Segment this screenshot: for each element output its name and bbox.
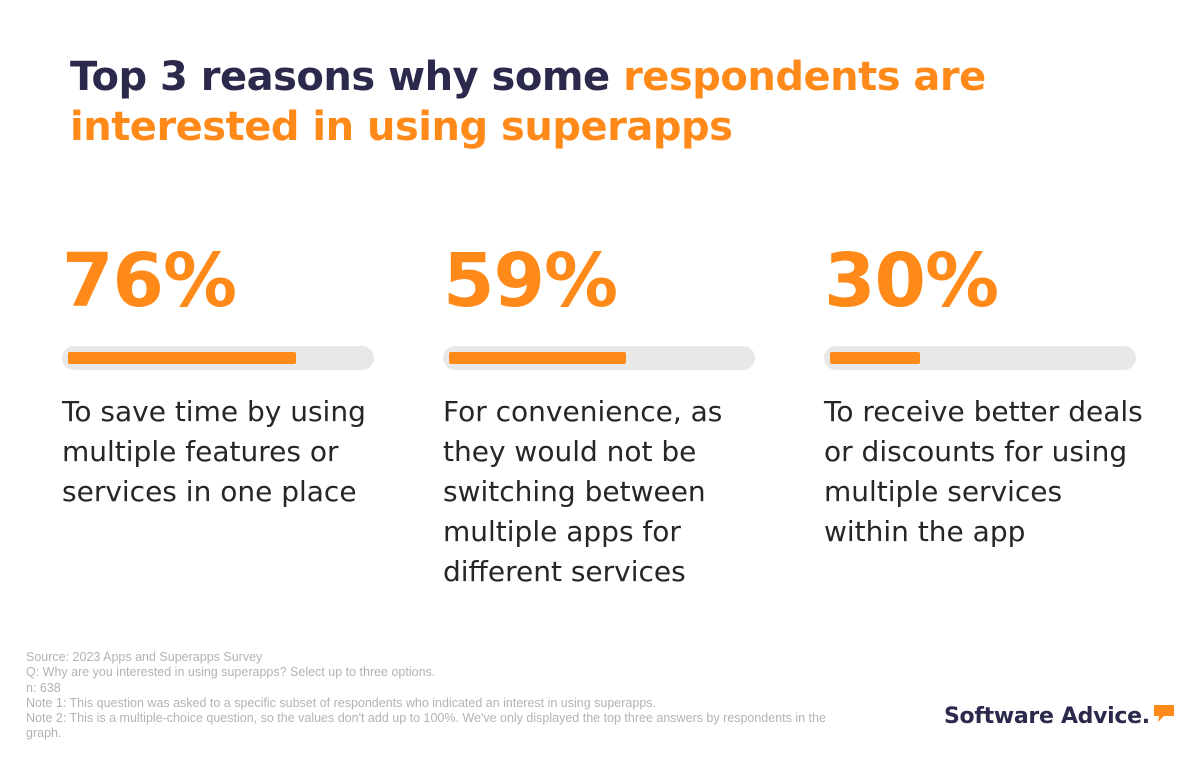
stat-card: 76% To save time by using multiple featu… bbox=[62, 236, 392, 508]
stat-card: 30% To receive better deals or discounts… bbox=[824, 236, 1154, 548]
footnotes: Source: 2023 Apps and Superapps Survey Q… bbox=[26, 650, 846, 742]
source-note: Source: 2023 Apps and Superapps Survey bbox=[26, 650, 263, 664]
sample-size-note: n: 638 bbox=[26, 680, 61, 695]
note-1: Note 1: This question was asked to a spe… bbox=[26, 695, 657, 710]
bar-track bbox=[824, 346, 1136, 370]
brand-name: Software Advice. bbox=[944, 704, 1150, 729]
stat-card: 59% For convenience, as they would not b… bbox=[443, 236, 773, 588]
bar bbox=[449, 352, 626, 364]
question-note: Q: Why are you interested in using super… bbox=[26, 665, 436, 680]
bar-track bbox=[62, 346, 374, 370]
chart-title: Top 3 reasons why some respondents are i… bbox=[70, 52, 1150, 152]
note-2: Note 2: This is a multiple-choice questi… bbox=[26, 711, 826, 741]
bar bbox=[68, 352, 296, 364]
title-part-2: respondents are interested in using supe… bbox=[70, 54, 986, 150]
bar bbox=[830, 352, 920, 364]
category-label: To save time by using multiple features … bbox=[62, 395, 366, 508]
value-label: 30% bbox=[824, 238, 999, 324]
category-label: For convenience, as they would not be sw… bbox=[443, 395, 723, 588]
speech-bubble-icon bbox=[1153, 705, 1174, 722]
value-label: 76% bbox=[62, 238, 237, 324]
value-label: 59% bbox=[443, 238, 618, 324]
bar-track bbox=[443, 346, 755, 370]
title-part-1: Top 3 reasons why some bbox=[70, 54, 624, 100]
category-label: To receive better deals or discounts for… bbox=[824, 395, 1143, 548]
brand-logo: Software Advice. bbox=[944, 702, 1176, 732]
